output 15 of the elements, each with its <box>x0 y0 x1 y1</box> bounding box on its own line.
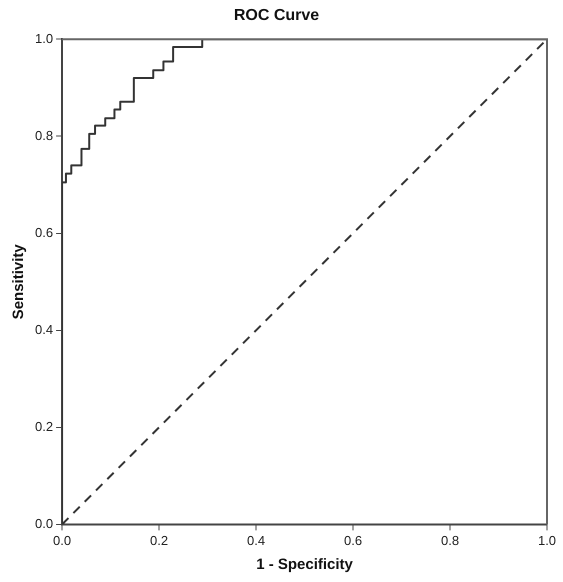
y-tick-label: 0.8 <box>34 128 54 143</box>
x-tick-label: 0.4 <box>247 532 266 548</box>
x-tick-label: 0.0 <box>53 532 72 548</box>
chart-title: ROC Curve <box>234 7 320 24</box>
x-axis-title: 1 - Specificity <box>256 556 354 574</box>
x-tick-label: 1.0 <box>538 532 556 548</box>
y-tick-label: 0.4 <box>34 322 54 337</box>
y-axis-title: Sensitivity <box>10 244 28 320</box>
y-tick-label: 0.2 <box>34 418 54 434</box>
y-tick-label: 0.0 <box>34 516 54 531</box>
x-tick-label: 0.6 <box>344 532 362 548</box>
y-tick-label: 0.6 <box>34 224 54 240</box>
x-tick-label: 0.8 <box>440 532 460 548</box>
x-tick-label: 0.2 <box>150 532 168 548</box>
y-tick-label: 1.0 <box>34 30 54 46</box>
